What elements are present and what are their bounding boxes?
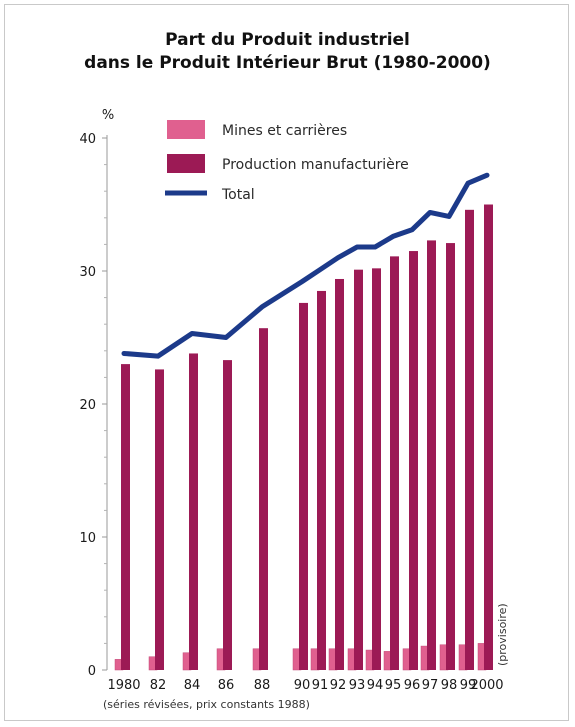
total-line-group (121, 172, 490, 359)
provisional-note: (provisoire) (496, 603, 509, 666)
x-tick-label: 84 (184, 678, 201, 693)
x-tick-label: 94 (367, 678, 384, 693)
bar-manufacturiere-1988 (259, 328, 268, 670)
bar-manufacturiere-1980 (121, 364, 130, 670)
bar-manufacturiere-1993 (354, 269, 363, 670)
legend-label-manufacturiere: Production manufacturière (222, 157, 409, 173)
x-tick-label: 93 (349, 678, 366, 693)
bar-manufacturiere-1991 (317, 290, 326, 670)
legend: Mines et carrières Production manufactur… (165, 120, 409, 203)
chart-title: Part du Produit industriel (165, 30, 410, 50)
bar-manufacturiere-1986 (223, 360, 232, 670)
x-tick-label: 98 (441, 678, 458, 693)
x-tick-label: 88 (254, 678, 271, 693)
x-tick-label: 1980 (107, 678, 140, 693)
bar-manufacturiere-1997 (427, 240, 436, 670)
chart-frame (4, 4, 569, 721)
x-tick-label: 91 (312, 678, 329, 693)
chart-footnote: (séries révisées, prix constants 1988) (103, 698, 310, 711)
legend-swatch-mines (167, 120, 205, 139)
x-tick-label: 95 (385, 678, 402, 693)
x-tick-label: 99 (460, 678, 477, 693)
y-ticks: 0 10 20 30 40 (79, 132, 107, 679)
bar-manufacturiere-2000 (484, 204, 493, 670)
bar-manufacturiere-1992 (335, 278, 344, 670)
bar-manufacturiere-1998 (446, 243, 455, 670)
x-tick-label: 86 (218, 678, 235, 693)
y-axis-unit: % (102, 108, 114, 123)
legend-swatch-manufacturiere (167, 154, 205, 173)
x-tick-label: 2000 (470, 678, 503, 693)
x-tick-label: 97 (422, 678, 439, 693)
x-tick-label: 92 (330, 678, 347, 693)
bar-manufacturiere-1990 (299, 302, 308, 670)
bar-manufacturiere-1982 (155, 369, 164, 670)
y-tick-label: 0 (88, 664, 96, 679)
total-line (121, 172, 490, 359)
legend-label-total: Total (221, 187, 255, 203)
y-tick-label: 20 (79, 398, 96, 413)
bar-manufacturiere-1984 (189, 353, 198, 670)
bars-group (114, 204, 493, 671)
y-tick-label: 10 (79, 531, 96, 546)
x-tick-label: 90 (294, 678, 311, 693)
x-tick-label: 82 (150, 678, 167, 693)
bar-manufacturiere-1999 (465, 209, 474, 670)
y-tick-label: 40 (79, 132, 96, 147)
legend-label-mines: Mines et carrières (222, 123, 347, 139)
chart-subtitle: dans le Produit Intérieur Brut (1980-200… (84, 53, 491, 73)
bar-manufacturiere-1995 (390, 256, 399, 670)
y-tick-label: 30 (79, 265, 96, 280)
x-tick-label: 96 (404, 678, 421, 693)
bar-manufacturiere-1994 (372, 268, 381, 670)
bar-manufacturiere-1996 (409, 251, 418, 671)
